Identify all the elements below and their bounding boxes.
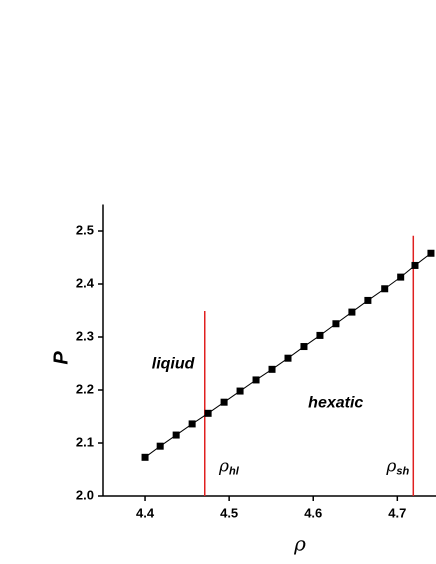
x-tick-label: 4.4 bbox=[136, 505, 155, 520]
annotation-text: liqiud bbox=[152, 356, 196, 373]
annotation: hexatic bbox=[308, 394, 363, 411]
data-point bbox=[381, 285, 389, 293]
annotation-text: hexatic bbox=[308, 394, 363, 411]
data-point bbox=[252, 376, 260, 384]
data-point bbox=[268, 365, 276, 373]
x-tick-label: 4.6 bbox=[304, 505, 322, 520]
data-point bbox=[348, 308, 356, 316]
data-point bbox=[332, 320, 340, 328]
data-point bbox=[236, 387, 244, 395]
data-point bbox=[411, 261, 419, 269]
y-tick-label: 2.1 bbox=[76, 434, 94, 449]
data-point bbox=[427, 249, 435, 257]
y-tick-label: 2.3 bbox=[76, 328, 94, 343]
annotation-subscript: sh bbox=[396, 465, 409, 477]
data-point bbox=[284, 354, 292, 362]
annotation: ρsh bbox=[385, 456, 409, 477]
y-tick-label: 2.0 bbox=[76, 487, 94, 502]
annotation: liqiud bbox=[152, 356, 196, 373]
x-tick-label: 4.7 bbox=[388, 505, 406, 520]
data-point bbox=[364, 296, 372, 304]
data-point bbox=[188, 420, 196, 428]
annotation-subscript: hl bbox=[229, 465, 240, 477]
annotation-text: ρ bbox=[218, 456, 229, 476]
data-point bbox=[316, 331, 324, 339]
data-point bbox=[172, 431, 180, 439]
y-tick-label: 2.2 bbox=[76, 381, 94, 396]
y-axis-label: P bbox=[50, 351, 72, 365]
annotation-text: ρ bbox=[385, 456, 396, 476]
data-point bbox=[397, 273, 405, 281]
data-point bbox=[141, 453, 149, 461]
data-point bbox=[220, 398, 228, 406]
annotation: ρhl bbox=[218, 456, 240, 477]
data-point bbox=[156, 442, 164, 450]
x-axis-label: ρ bbox=[293, 532, 306, 556]
y-tick-label: 2.4 bbox=[76, 275, 95, 290]
data-point bbox=[204, 409, 212, 417]
y-tick-label: 2.5 bbox=[76, 222, 94, 237]
x-tick-label: 4.5 bbox=[220, 505, 238, 520]
data-point bbox=[300, 343, 308, 351]
